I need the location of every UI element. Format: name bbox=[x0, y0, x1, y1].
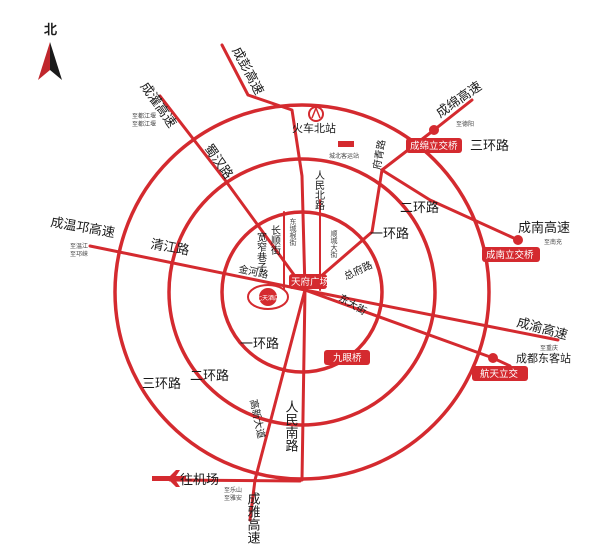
tianfu-square-badge bbox=[289, 274, 327, 289]
chengmian-interchange-dot bbox=[429, 125, 439, 135]
chengguan-expressway bbox=[158, 94, 307, 292]
bus-station-label: 城北客运站 bbox=[329, 152, 359, 160]
jiuyan-bridge-badge bbox=[324, 350, 370, 365]
renmin-south-road-label: 人民南路 bbox=[283, 400, 299, 452]
chengnan-bridge-badge bbox=[482, 247, 540, 262]
airport-label: 往机场 bbox=[180, 473, 219, 488]
hotel-logo-icon bbox=[247, 284, 289, 310]
train-station-label: 火车北站 bbox=[292, 121, 336, 135]
airplane-icon bbox=[152, 470, 186, 487]
chengyu-sub-label: 至重庆 bbox=[540, 344, 558, 352]
renmin-south-road bbox=[300, 288, 307, 482]
chengguan-sub-label: 至都江堰 bbox=[132, 112, 156, 120]
renmin-north-road-label: 人民北路 bbox=[313, 170, 325, 211]
first-ring-road-label-west: 一环路 bbox=[240, 336, 279, 352]
chengnan-expressway bbox=[380, 168, 520, 242]
chengmian-bridge-badge bbox=[406, 138, 462, 153]
dongcheng-street-label: 东城根街 bbox=[289, 217, 297, 247]
compass-north-label: 北 bbox=[44, 23, 57, 38]
kuanzhai-alley-label: 宽窄巷子 bbox=[255, 231, 267, 272]
second-ring-road-label-east: 二环路 bbox=[400, 200, 439, 216]
chengmian-sub-label: 至德阳 bbox=[456, 120, 474, 128]
chengya-expressway-label-1: 成雅高速 bbox=[245, 492, 261, 544]
train-station-icon bbox=[308, 105, 324, 122]
north-arrow-icon bbox=[38, 42, 62, 80]
airport-road bbox=[168, 478, 302, 483]
hangtian-interchange-dot bbox=[488, 353, 498, 363]
jiuyan-bridge-label: 九眼桥 bbox=[333, 352, 362, 364]
tianfu-square-label: 天府广场 bbox=[291, 276, 329, 288]
chengya-sub-label: 至乐山 bbox=[224, 486, 242, 494]
hangtian-bridge-badge bbox=[472, 366, 528, 381]
hotel-logo-text: 七天酒店 bbox=[256, 294, 280, 302]
chengnan-interchange-dot bbox=[513, 235, 523, 245]
chengguan-sub-label-2: 至都江堰 bbox=[132, 120, 156, 128]
chengnan-sub-label: 至南充 bbox=[544, 238, 562, 246]
chengwenqiong-expressway bbox=[88, 244, 307, 292]
changshun-street-label: 长顺街 bbox=[269, 225, 281, 256]
chengyu-expressway bbox=[303, 288, 560, 342]
chengwenqiong-sub-label-2: 至邛崃 bbox=[70, 250, 88, 258]
chengnan-bridge-label: 成南立交桥 bbox=[486, 249, 534, 261]
chengmian-bridge-label: 成绵立交桥 bbox=[410, 140, 458, 152]
shuncheng-street-label: 顺城大街 bbox=[330, 230, 338, 259]
chengpeng-expressway bbox=[220, 43, 307, 292]
chengdu-east-station-label: 成都东客站 bbox=[516, 351, 571, 365]
chengnan-expressway-label: 成南高速 bbox=[518, 220, 570, 236]
second-ring-road-label-west: 二环路 bbox=[190, 368, 229, 384]
chengya-sub-label-2: 至雅安 bbox=[224, 494, 242, 502]
hangtian-label: 航天立交 bbox=[480, 368, 519, 380]
first-ring-road-label-east: 一环路 bbox=[370, 226, 409, 242]
qingjiang-road-label: 清江路 bbox=[149, 236, 190, 259]
bus-station-icon bbox=[338, 141, 354, 147]
chengwenqiong-sub-label: 至温江 bbox=[70, 242, 88, 250]
third-ring-road-label: 三环路 bbox=[470, 138, 509, 154]
third-ring-road-label-west: 三环路 bbox=[142, 376, 181, 392]
